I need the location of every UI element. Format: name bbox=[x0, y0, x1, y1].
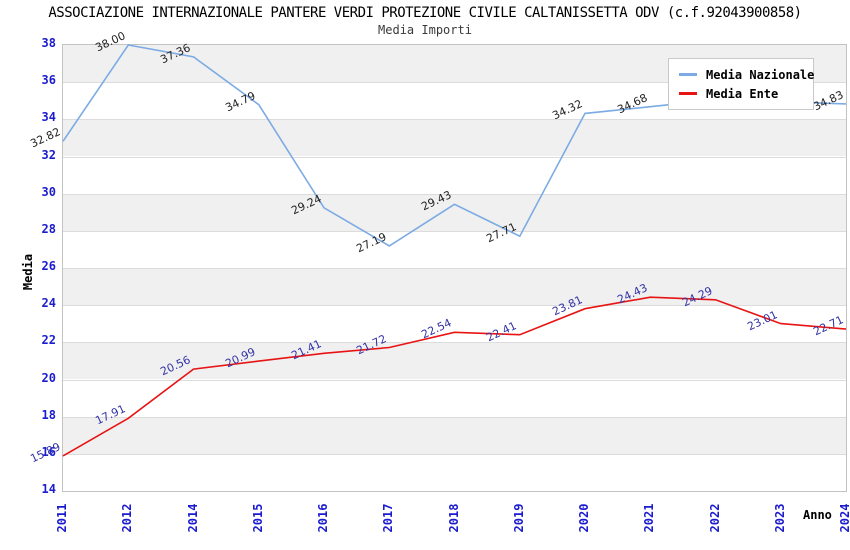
plot-band bbox=[63, 416, 846, 454]
y-tick-label: 38 bbox=[41, 36, 56, 50]
chart-title: ASSOCIAZIONE INTERNAZIONALE PANTERE VERD… bbox=[48, 5, 802, 21]
y-tick-label: 24 bbox=[41, 296, 56, 311]
gridline bbox=[63, 305, 846, 307]
y-tick-label: 14 bbox=[41, 482, 56, 496]
legend: Media Nazionale Media Ente bbox=[668, 58, 814, 110]
x-tick-label: 2011 bbox=[55, 503, 69, 533]
gridline bbox=[63, 193, 846, 195]
x-tick-label: 2016 bbox=[316, 503, 330, 533]
y-tick-label: 22 bbox=[41, 333, 56, 348]
gridline bbox=[63, 119, 846, 121]
gridline bbox=[63, 156, 846, 158]
x-axis-title: Anno bbox=[803, 508, 832, 522]
legend-line-swatch bbox=[679, 73, 697, 76]
y-tick-label: 30 bbox=[41, 184, 56, 199]
gridline bbox=[63, 268, 846, 269]
y-tick-label: 32 bbox=[41, 147, 56, 162]
x-tick-label: 2012 bbox=[120, 503, 135, 533]
legend-label: Media Nazionale bbox=[706, 67, 815, 82]
legend-line-swatch bbox=[679, 92, 697, 95]
y-tick-label: 36 bbox=[41, 73, 56, 88]
y-tick-label: 34 bbox=[41, 110, 56, 125]
series-line-ente bbox=[62, 296, 847, 457]
y-tick-label: 18 bbox=[41, 407, 56, 422]
gridline bbox=[63, 230, 846, 232]
plot-band bbox=[63, 119, 846, 157]
x-tick-label: 2023 bbox=[772, 503, 787, 533]
plot-band bbox=[63, 268, 846, 306]
x-tick-label: 2017 bbox=[381, 503, 396, 533]
gridline bbox=[63, 453, 846, 455]
x-tick-label: 2020 bbox=[577, 503, 591, 533]
series-lines bbox=[62, 44, 847, 457]
plot-area: 32.82 38.00 37.36 34.79 29.24 27.19 29.43 27.71… bbox=[28, 29, 847, 492]
x-tick-label: 2019 bbox=[511, 503, 526, 533]
y-tick-label: 26 bbox=[41, 259, 56, 273]
x-tick-label: 2022 bbox=[707, 503, 722, 533]
gridline bbox=[63, 82, 846, 84]
x-tick-label: 2024 bbox=[838, 503, 850, 533]
x-tick-label: 2015 bbox=[250, 503, 265, 533]
y-tick-label: 28 bbox=[41, 221, 56, 236]
plot-band bbox=[63, 342, 846, 380]
x-tick-label: 2018 bbox=[446, 503, 461, 533]
gridline bbox=[63, 416, 846, 418]
legend-label: Media Ente bbox=[706, 86, 779, 101]
gridline bbox=[63, 379, 846, 381]
x-tick-label: 2021 bbox=[642, 503, 657, 533]
x-tick-label: 2014 bbox=[185, 503, 200, 533]
gridline bbox=[63, 342, 846, 344]
plot-band bbox=[63, 193, 846, 231]
y-tick-label: 20 bbox=[41, 370, 56, 385]
chart-subtitle: Media Importi bbox=[378, 23, 472, 37]
legend-item-nazionale: Media Nazionale bbox=[679, 65, 815, 84]
y-tick-label: 16 bbox=[41, 444, 56, 459]
legend-item-ente: Media Ente bbox=[679, 84, 813, 103]
